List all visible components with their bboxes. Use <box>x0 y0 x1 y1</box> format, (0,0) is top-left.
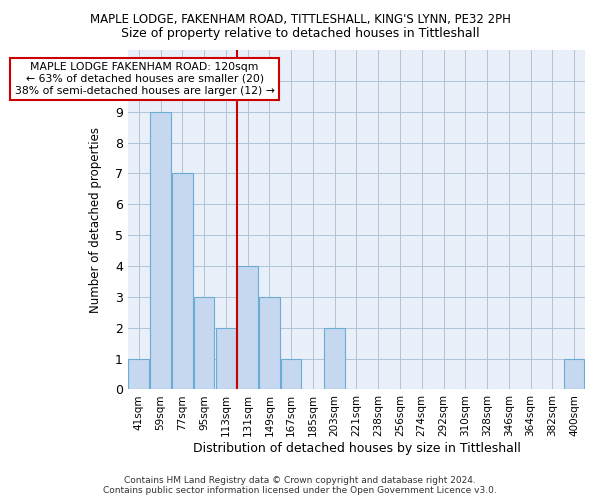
Y-axis label: Number of detached properties: Number of detached properties <box>89 126 101 312</box>
Text: MAPLE LODGE FAKENHAM ROAD: 120sqm
← 63% of detached houses are smaller (20)
38% : MAPLE LODGE FAKENHAM ROAD: 120sqm ← 63% … <box>15 62 275 96</box>
Text: MAPLE LODGE, FAKENHAM ROAD, TITTLESHALL, KING'S LYNN, PE32 2PH: MAPLE LODGE, FAKENHAM ROAD, TITTLESHALL,… <box>89 12 511 26</box>
Bar <box>259 297 280 390</box>
Bar <box>564 358 584 390</box>
Bar <box>215 328 236 390</box>
Bar <box>194 297 214 390</box>
Bar <box>281 358 301 390</box>
Text: Size of property relative to detached houses in Tittleshall: Size of property relative to detached ho… <box>121 28 479 40</box>
Bar <box>172 174 193 390</box>
Text: Contains HM Land Registry data © Crown copyright and database right 2024.
Contai: Contains HM Land Registry data © Crown c… <box>103 476 497 495</box>
Bar <box>325 328 345 390</box>
Bar <box>150 112 171 390</box>
Bar <box>128 358 149 390</box>
X-axis label: Distribution of detached houses by size in Tittleshall: Distribution of detached houses by size … <box>193 442 520 455</box>
Bar <box>237 266 258 390</box>
